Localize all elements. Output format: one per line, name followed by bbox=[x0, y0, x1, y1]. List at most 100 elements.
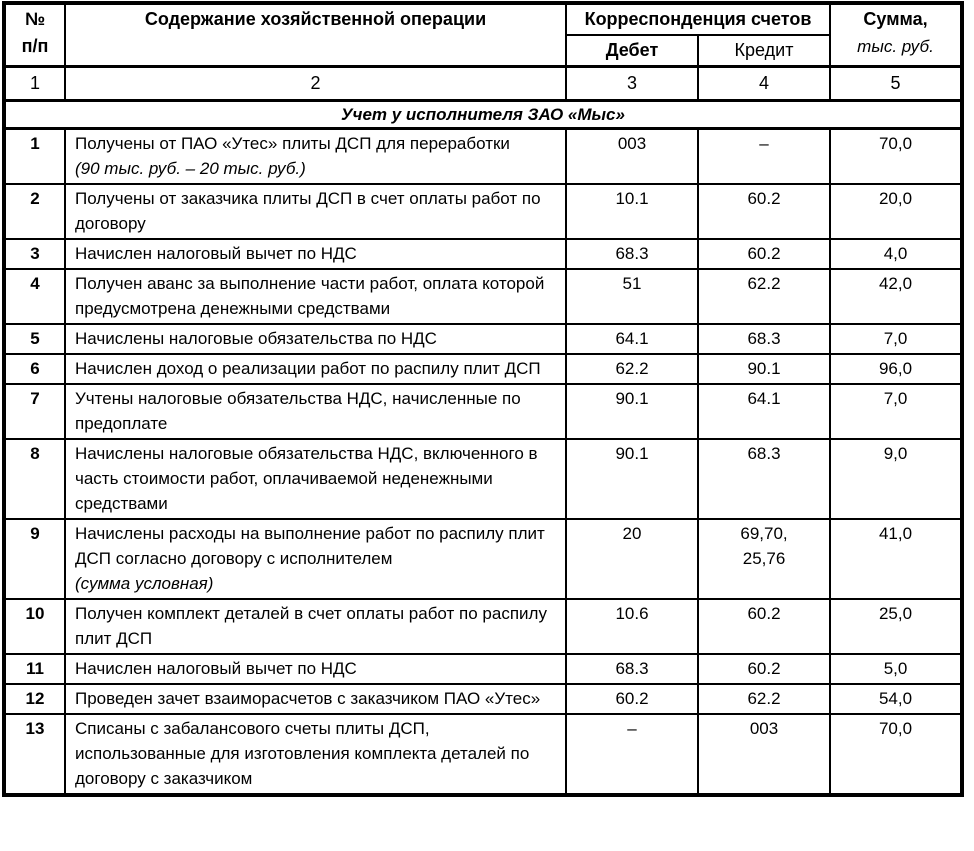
table-row: 11 Начислен налоговый вычет по НДС 68.3 … bbox=[3, 653, 964, 685]
debit-account: 68.3 bbox=[565, 653, 699, 685]
table-row: 8 Начислены налоговые обязательства НДС,… bbox=[3, 438, 964, 520]
column-number-3: 3 bbox=[565, 65, 699, 102]
credit-account: 69,70, 25,76 bbox=[696, 518, 832, 600]
operation-description-cell: Получен аванс за выполнение части работ,… bbox=[64, 268, 567, 325]
operation-description-cell: Учтены налоговые обязательства НДС, начи… bbox=[64, 383, 567, 440]
debit-account: 60.2 bbox=[565, 683, 699, 715]
table-row: 6 Начислен доход о реализации работ по р… bbox=[3, 353, 964, 385]
debit-account: 90.1 bbox=[565, 438, 699, 520]
row-number: 9 bbox=[3, 518, 66, 600]
operation-description-cell: Начислен налоговый вычет по НДС bbox=[64, 238, 567, 270]
operation-text: Получен комплект деталей в счет оплаты р… bbox=[75, 604, 547, 648]
table-row: 9 Начислены расходы на выполнение работ … bbox=[3, 518, 964, 600]
row-number: 10 bbox=[3, 598, 66, 655]
operation-text: Начислен налоговый вычет по НДС bbox=[75, 659, 357, 678]
operation-note: (90 тыс. руб. – 20 тыс. руб.) bbox=[75, 159, 306, 178]
header-sum: Сумма, тыс. руб. bbox=[829, 2, 964, 68]
credit-account: 60.2 bbox=[696, 598, 832, 655]
row-number: 7 bbox=[3, 383, 66, 440]
row-number: 3 bbox=[3, 238, 66, 270]
table-row: 10 Получен комплект деталей в счет оплат… bbox=[3, 598, 964, 655]
operation-description-cell: Получены от заказчика плиты ДСП в счет о… bbox=[64, 183, 567, 240]
operation-text: Начислены налоговые обязательства НДС, в… bbox=[75, 444, 538, 513]
debit-account: 10.6 bbox=[565, 598, 699, 655]
table-row: 7 Учтены налоговые обязательства НДС, на… bbox=[3, 383, 964, 440]
credit-account: 003 bbox=[696, 713, 832, 796]
credit-account: – bbox=[696, 127, 832, 185]
row-number: 5 bbox=[3, 323, 66, 355]
sum-value: 9,0 bbox=[829, 438, 964, 520]
header-row-number-column: № п/п bbox=[3, 2, 66, 68]
table-row: 13 Списаны с забалансового счеты плиты Д… bbox=[3, 713, 964, 796]
sum-value: 41,0 bbox=[829, 518, 964, 600]
sum-value: 54,0 bbox=[829, 683, 964, 715]
table-row: 12 Проведен зачет взаиморасчетов с заказ… bbox=[3, 683, 964, 715]
operation-description-cell: Начислены налоговые обязательства НДС, в… bbox=[64, 438, 567, 520]
debit-account: 64.1 bbox=[565, 323, 699, 355]
credit-account: 62.2 bbox=[696, 683, 832, 715]
operation-text: Получены от заказчика плиты ДСП в счет о… bbox=[75, 189, 541, 233]
credit-account: 68.3 bbox=[696, 323, 832, 355]
operation-text: Проведен зачет взаиморасчетов с заказчик… bbox=[75, 689, 541, 708]
debit-account: 003 bbox=[565, 127, 699, 185]
debit-account: – bbox=[565, 713, 699, 796]
column-number-2: 2 bbox=[64, 65, 567, 102]
header-sum-title: Сумма, bbox=[863, 9, 928, 29]
debit-account: 51 bbox=[565, 268, 699, 325]
operation-description-cell: Проведен зачет взаиморасчетов с заказчик… bbox=[64, 683, 567, 715]
operation-text: Получен аванс за выполнение части работ,… bbox=[75, 274, 545, 318]
header-credit: Кредит bbox=[696, 34, 832, 68]
operation-text: Начислен доход о реализации работ по рас… bbox=[75, 359, 541, 378]
row-number: 1 bbox=[3, 127, 66, 185]
row-number: 12 bbox=[3, 683, 66, 715]
operation-description-cell: Начислены налоговые обязательства по НДС bbox=[64, 323, 567, 355]
credit-account: 68.3 bbox=[696, 438, 832, 520]
table-row: 1 Получены от ПАО «Утес» плиты ДСП для п… bbox=[3, 127, 964, 185]
row-number: 6 bbox=[3, 353, 66, 385]
sum-value: 25,0 bbox=[829, 598, 964, 655]
operation-description-cell: Начислены расходы на выполнение работ по… bbox=[64, 518, 567, 600]
sum-value: 7,0 bbox=[829, 323, 964, 355]
credit-account: 60.2 bbox=[696, 238, 832, 270]
operation-note: (сумма условная) bbox=[75, 574, 214, 593]
sum-value: 70,0 bbox=[829, 713, 964, 796]
column-numbers-row: 1 2 3 4 5 bbox=[3, 65, 964, 102]
operation-text: Начислен налоговый вычет по НДС bbox=[75, 244, 357, 263]
credit-account: 60.2 bbox=[696, 653, 832, 685]
row-number: 4 bbox=[3, 268, 66, 325]
credit-account: 64.1 bbox=[696, 383, 832, 440]
column-number-5: 5 bbox=[829, 65, 964, 102]
sum-value: 70,0 bbox=[829, 127, 964, 185]
debit-account: 20 bbox=[565, 518, 699, 600]
operation-description-cell: Списаны с забалансового счеты плиты ДСП,… bbox=[64, 713, 567, 796]
debit-account: 68.3 bbox=[565, 238, 699, 270]
operation-description-cell: Начислен доход о реализации работ по рас… bbox=[64, 353, 567, 385]
credit-account: 62.2 bbox=[696, 268, 832, 325]
table-row: 2 Получены от заказчика плиты ДСП в счет… bbox=[3, 183, 964, 240]
row-number: 11 bbox=[3, 653, 66, 685]
debit-account: 10.1 bbox=[565, 183, 699, 240]
row-number: 13 bbox=[3, 713, 66, 796]
table-body: Учет у исполнителя ЗАО «Мыс» 1 Получены … bbox=[2, 99, 964, 796]
operation-text: Получены от ПАО «Утес» плиты ДСП для пер… bbox=[75, 134, 510, 153]
sum-value: 4,0 bbox=[829, 238, 964, 270]
section-title: Учет у исполнителя ЗАО «Мыс» bbox=[2, 99, 964, 130]
accounting-entries-table: № п/п Содержание хозяйственной операции … bbox=[2, 1, 965, 797]
sum-value: 5,0 bbox=[829, 653, 964, 685]
table-header: № п/п Содержание хозяйственной операции … bbox=[3, 2, 964, 102]
operation-text: Учтены налоговые обязательства НДС, начи… bbox=[75, 389, 521, 433]
sum-value: 96,0 bbox=[829, 353, 964, 385]
table-row: 4 Получен аванс за выполнение части рабо… bbox=[3, 268, 964, 325]
header-correspondence: Корреспонденция счетов bbox=[564, 2, 832, 36]
column-number-4: 4 bbox=[696, 65, 832, 102]
header-row-2: Дебет Кредит bbox=[4, 34, 962, 68]
credit-account: 90.1 bbox=[696, 353, 832, 385]
header-row-1: № п/п Содержание хозяйственной операции … bbox=[3, 2, 964, 68]
operation-text: Начислены расходы на выполнение работ по… bbox=[75, 524, 545, 568]
credit-account: 60.2 bbox=[696, 183, 832, 240]
table-row: 5 Начислены налоговые обязательства по Н… bbox=[3, 323, 964, 355]
sum-value: 7,0 bbox=[829, 383, 964, 440]
debit-account: 90.1 bbox=[565, 383, 699, 440]
sum-value: 42,0 bbox=[829, 268, 964, 325]
